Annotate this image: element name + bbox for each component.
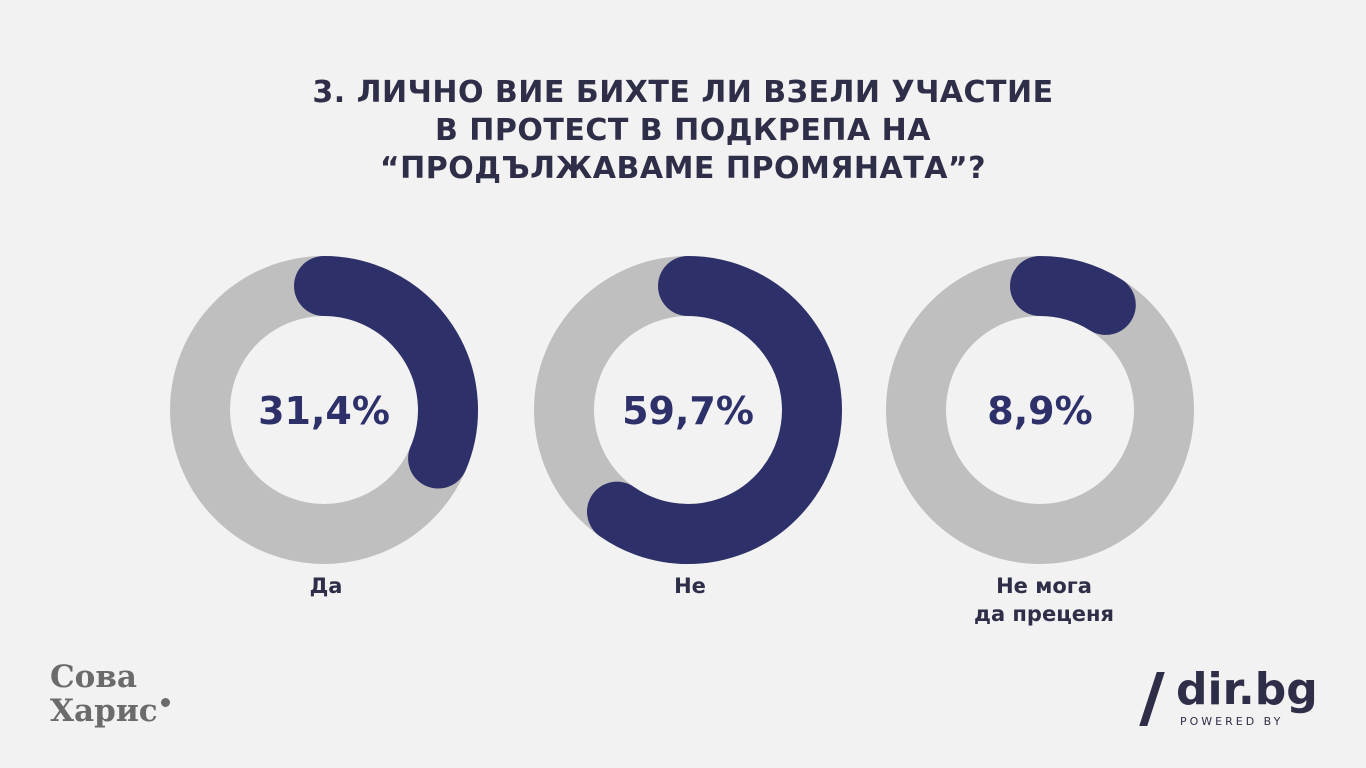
category-label-yes: Да [309, 574, 343, 598]
category-label-no: Не [674, 574, 706, 598]
data-label-no: 59,7% [622, 389, 754, 433]
category-label-cannot-judge: Не мога да преценя [973, 574, 1115, 626]
logo-dot-icon [160, 698, 170, 707]
data-label-yes: 31,4% [258, 389, 390, 433]
dir-bg-logo-tagline: POWERED BY [1180, 715, 1284, 728]
sova-harris-logo: Сова Харис [50, 660, 170, 728]
donut-center-no [598, 320, 778, 500]
title-line-1: 3. ЛИЧНО ВИЕ БИХТЕ ЛИ ВЗЕЛИ УЧАСТИЕ [312, 75, 1054, 110]
sova-logo-line1: Сова [50, 659, 137, 695]
donut-slice-no [587, 256, 842, 564]
title-line-3: “ПРОДЪЛЖАВАМЕ ПРОМЯНАТА”? [379, 151, 987, 186]
sova-logo-line2: Харис [50, 694, 170, 728]
chart-title: 3. ЛИЧНО ВИЕ БИХТЕ ЛИ ВЗЕЛИ УЧАСТИЕ В ПР… [0, 74, 1366, 188]
donut-slice-yes [294, 256, 478, 489]
dir-bg-logo: dir.bg POWERED BY [1139, 660, 1330, 740]
slash-icon [1139, 672, 1165, 726]
donut-center-yes [234, 320, 414, 500]
title-line-2: В ПРОТЕСТ В ПОДКРЕПА НА [434, 113, 932, 148]
data-label-cannot-judge: 8,9% [987, 389, 1092, 433]
donut-slice-cannot-judge [1010, 256, 1136, 335]
dir-bg-logo-name: dir.bg [1176, 664, 1318, 715]
donut-center-cannot-judge [950, 320, 1130, 500]
